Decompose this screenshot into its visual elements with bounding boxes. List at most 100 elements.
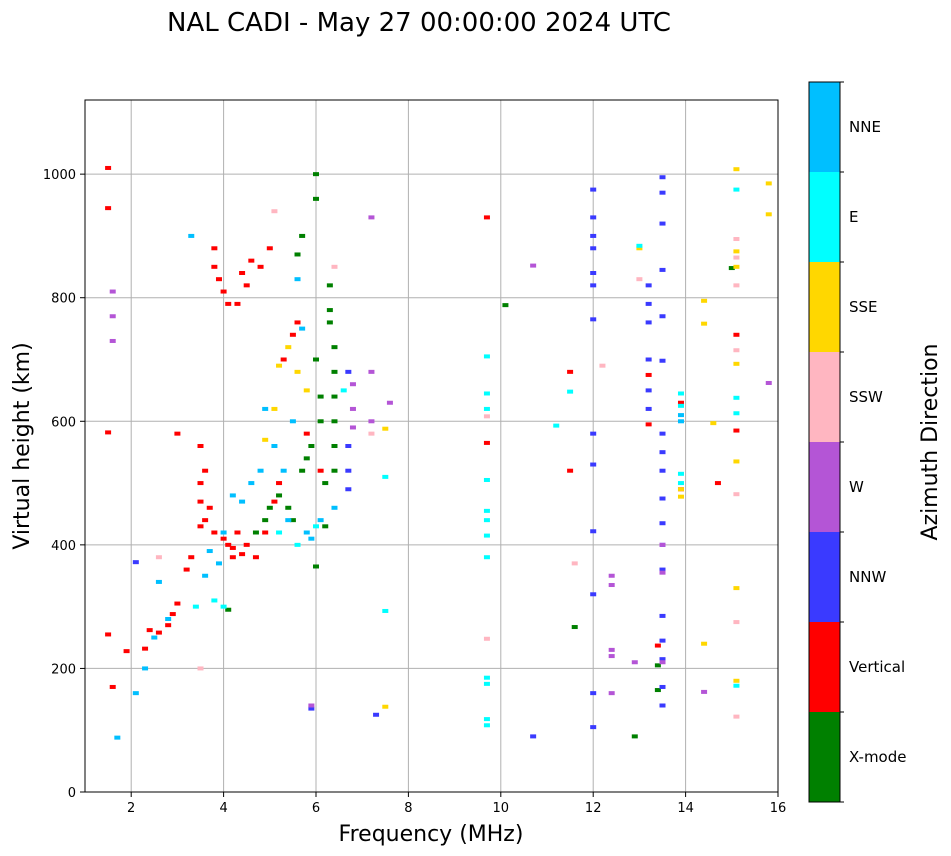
data-point <box>294 542 301 547</box>
data-point <box>123 649 130 654</box>
data-point <box>206 505 213 510</box>
data-point <box>733 264 740 269</box>
data-point <box>188 555 195 560</box>
data-point <box>220 604 227 609</box>
data-point <box>368 215 375 220</box>
data-point <box>659 542 666 547</box>
data-point <box>331 419 338 424</box>
data-point <box>659 570 666 575</box>
data-point <box>349 406 356 411</box>
data-point <box>553 423 560 428</box>
data-point <box>197 524 204 529</box>
series-e <box>192 187 740 728</box>
data-point <box>765 181 772 186</box>
data-point <box>659 657 666 662</box>
data-point <box>225 301 232 306</box>
data-point <box>229 555 236 560</box>
chart-title: NAL CADI - May 27 00:00:00 2024 UTC <box>167 8 671 38</box>
data-point <box>733 249 740 254</box>
y-axis-label: Virtual height (km) <box>10 342 35 549</box>
data-point <box>294 252 301 257</box>
data-point <box>313 172 319 177</box>
data-point <box>483 477 490 482</box>
data-point <box>211 246 218 251</box>
data-point <box>659 314 666 319</box>
data-point <box>728 266 735 271</box>
data-point <box>142 666 149 671</box>
data-point <box>645 372 652 377</box>
axis-ticks: 2 4 6 8 10 12 14 16 0 200 400 600 800 1000 <box>43 168 786 816</box>
data-point <box>317 518 324 523</box>
data-point <box>326 283 333 288</box>
data-point <box>206 549 213 554</box>
data-point <box>677 419 684 424</box>
colorbar-segment <box>809 532 840 622</box>
data-point <box>677 487 684 492</box>
data-point <box>382 608 389 613</box>
data-point <box>105 632 112 637</box>
data-point <box>654 663 661 668</box>
colorbar-segment <box>809 172 840 262</box>
data-point <box>733 459 740 464</box>
data-point <box>608 583 615 588</box>
data-point <box>733 683 740 688</box>
data-point <box>590 283 597 288</box>
data-point <box>659 190 666 195</box>
data-point <box>483 636 490 641</box>
x-tick-label: 4 <box>219 801 227 816</box>
colorbar-label: SSW <box>849 388 883 406</box>
data-point <box>308 706 315 711</box>
series-w <box>109 215 772 708</box>
data-point <box>188 233 195 238</box>
series-ssw <box>155 209 740 719</box>
y-tick-label: 400 <box>51 539 76 554</box>
data-point <box>483 681 490 686</box>
data-point <box>303 388 310 393</box>
x-axis-label: Frequency (MHz) <box>339 822 524 847</box>
data-point <box>271 209 278 214</box>
data-point <box>659 221 666 226</box>
data-point <box>197 444 204 448</box>
colorbar-label: SSE <box>849 298 878 316</box>
x-tick-label: 14 <box>677 801 694 816</box>
data-point <box>234 530 241 535</box>
data-point <box>313 564 319 569</box>
data-point <box>229 493 236 498</box>
data-point <box>483 533 490 538</box>
data-point <box>331 394 338 399</box>
data-point <box>252 555 259 560</box>
data-point <box>331 505 338 510</box>
data-point <box>483 723 490 728</box>
data-point <box>368 431 375 436</box>
data-point <box>382 426 389 431</box>
data-point <box>636 246 643 251</box>
data-point <box>659 567 666 572</box>
data-point <box>677 391 684 396</box>
data-point <box>571 561 578 566</box>
data-point <box>714 481 721 486</box>
colorbar: X-mode Vertical NNW W SSW SSE E NNE <box>808 81 906 803</box>
data-point <box>733 620 740 625</box>
data-point <box>252 530 259 535</box>
data-point <box>483 215 490 220</box>
colorbar-label: NNE <box>849 118 881 136</box>
series-sse <box>262 167 772 709</box>
colorbar-label: NNW <box>849 568 886 586</box>
data-point <box>322 524 329 529</box>
data-point <box>211 530 218 535</box>
data-point <box>701 641 708 646</box>
data-point <box>659 358 666 363</box>
data-point <box>659 684 666 689</box>
data-point <box>289 518 296 523</box>
data-point <box>202 468 209 473</box>
data-point <box>590 592 597 597</box>
data-point <box>239 552 246 557</box>
data-point <box>659 267 666 272</box>
data-point <box>257 264 264 269</box>
colorbar-label: Vertical <box>849 658 905 676</box>
data-point <box>368 369 375 374</box>
data-point <box>483 391 490 396</box>
data-point <box>271 444 278 448</box>
data-point <box>483 518 490 523</box>
data-point <box>608 573 615 578</box>
